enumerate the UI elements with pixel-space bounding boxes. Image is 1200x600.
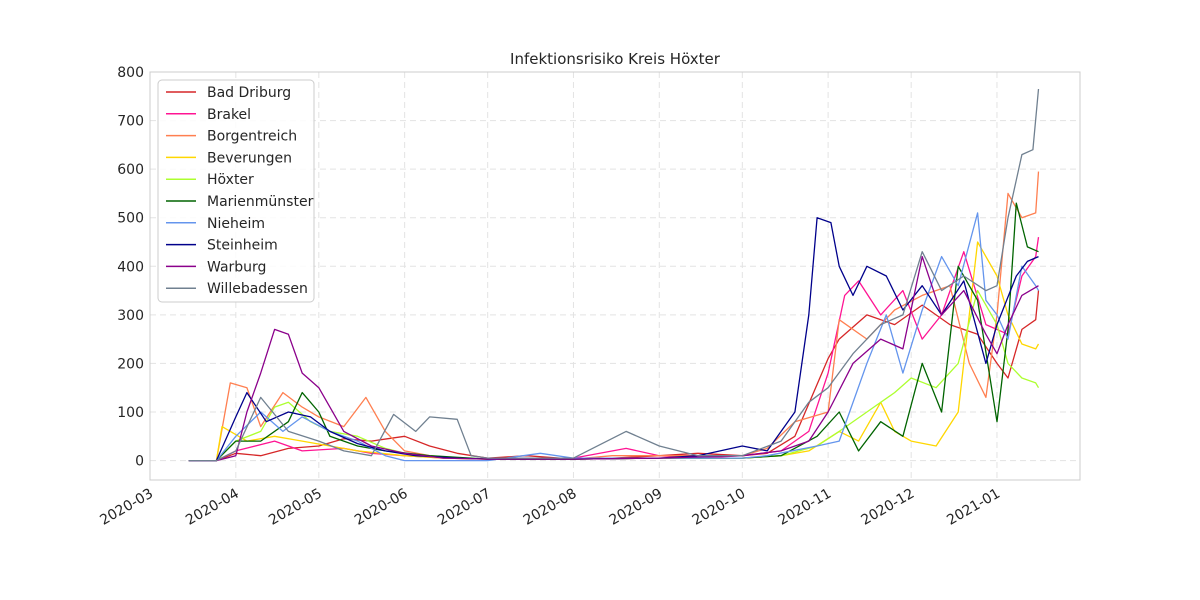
y-tick-label: 700 — [117, 114, 144, 130]
y-tick-label: 800 — [117, 65, 144, 81]
series-line — [188, 88, 1040, 462]
series-lines — [188, 88, 1040, 462]
legend-label: Marienmünster — [207, 194, 314, 210]
legend-label: Borgentreich — [207, 129, 297, 145]
legend-label: Bad Driburg — [207, 85, 291, 101]
legend-label: Höxter — [207, 172, 254, 188]
legend-label: Beverungen — [207, 150, 292, 166]
y-tick-label: 200 — [117, 356, 144, 372]
plot-frame — [149, 71, 1081, 481]
y-tick-label: 0 — [135, 454, 144, 470]
legend-label: Nieheim — [207, 216, 265, 232]
y-tick-label: 500 — [117, 211, 144, 227]
y-axis-ticks: 0 100 200 300 400 500 600 700 800 — [117, 65, 144, 470]
series-line — [188, 171, 1040, 462]
legend: Bad Driburg Brakel Borgentreich Beverungen H… — [157, 79, 315, 303]
y-tick-label: 100 — [117, 405, 144, 421]
legend-label: Steinheim — [207, 238, 278, 254]
legend-label: Warburg — [207, 259, 266, 275]
legend-box — [157, 79, 315, 303]
legend-label: Brakel — [207, 107, 251, 123]
series-line — [188, 217, 1039, 462]
y-tick-label: 400 — [117, 259, 144, 275]
y-tick-label: 300 — [117, 308, 144, 324]
y-tick-label: 600 — [117, 162, 144, 178]
series-line — [188, 212, 1040, 462]
series-line — [188, 255, 1039, 462]
legend-label: Willebadessen — [207, 281, 308, 297]
chart-title: Infektionsrisiko Kreis Höxter — [510, 50, 721, 68]
